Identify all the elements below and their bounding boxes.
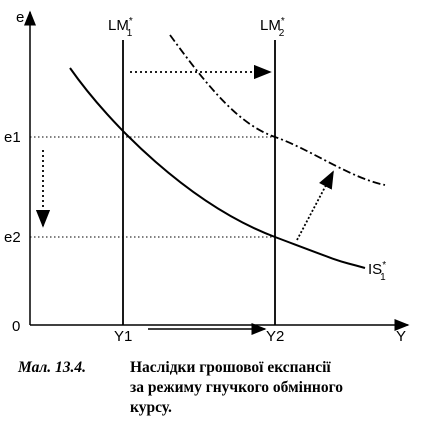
- caption-line: курсу.: [130, 399, 172, 416]
- is-curve: [69, 67, 366, 269]
- caption-label: Мал. 13.4.: [17, 359, 86, 376]
- y-axis-label: e: [16, 9, 24, 26]
- is-label: IS* 1: [368, 260, 386, 283]
- is-shifted-curve: [169, 34, 386, 186]
- e1-label: e1: [4, 129, 21, 146]
- caption-line: Наслідки грошової експансії: [130, 359, 331, 376]
- y2-label: Y2: [266, 328, 284, 345]
- is-shift-arrow: [296, 170, 334, 241]
- origin-label: 0: [12, 318, 20, 335]
- e2-label: e2: [4, 229, 21, 246]
- caption-line: за режиму гнучкого обмінного: [130, 379, 343, 396]
- y1-label: Y1: [114, 328, 132, 345]
- lm1-label: LM* 1: [108, 16, 133, 39]
- lm2-label: LM* 2: [260, 16, 285, 39]
- x-axis-label: Y: [396, 328, 406, 345]
